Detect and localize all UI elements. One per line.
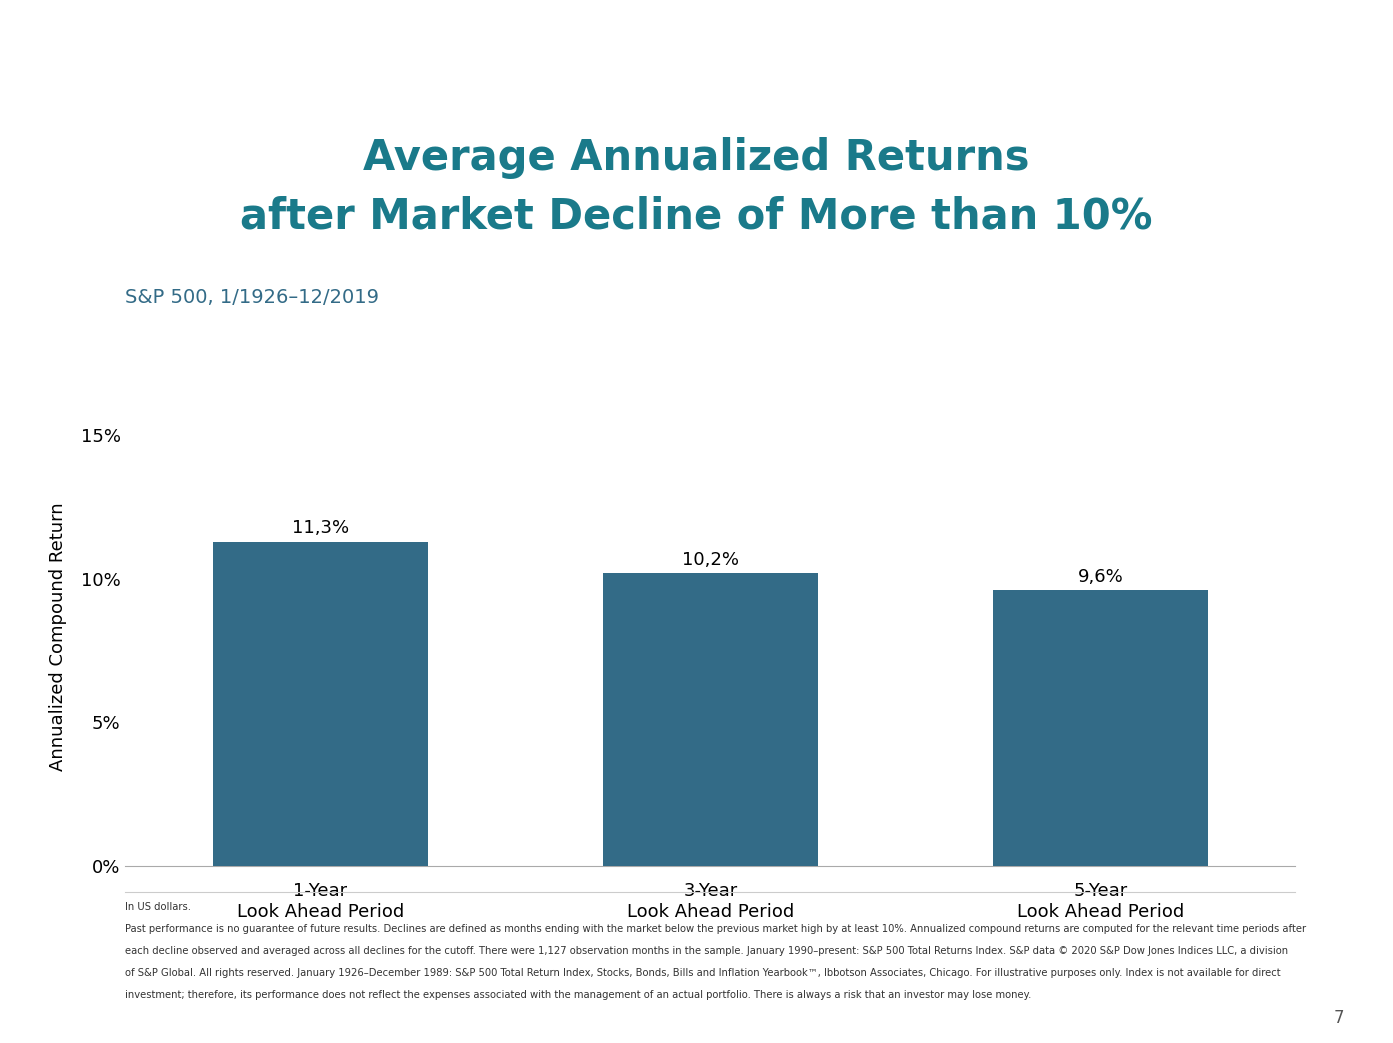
Text: 9,6%: 9,6%: [1078, 568, 1123, 586]
Text: each decline observed and averaged across all declines for the cutoff. There wer: each decline observed and averaged acros…: [125, 946, 1289, 956]
Text: Average Annualized Returns
after Market Decline of More than 10%: Average Annualized Returns after Market …: [240, 138, 1153, 238]
Text: Past performance is no guarantee of future results. Declines are defined as mont: Past performance is no guarantee of futu…: [125, 924, 1307, 935]
Text: 7: 7: [1333, 1010, 1344, 1027]
Text: In US dollars.: In US dollars.: [125, 902, 191, 913]
Bar: [993, 590, 1208, 866]
Text: 10,2%: 10,2%: [683, 551, 738, 568]
Text: investment; therefore, its performance does not reflect the expenses associated : investment; therefore, its performance d…: [125, 990, 1032, 1000]
Bar: [603, 574, 818, 866]
Bar: [213, 541, 428, 866]
Text: of S&P Global. All rights reserved. January 1926–December 1989: S&P 500 Total Re: of S&P Global. All rights reserved. Janu…: [125, 968, 1282, 978]
Text: 11,3%: 11,3%: [291, 519, 350, 537]
Text: S&P 500, 1/1926–12/2019: S&P 500, 1/1926–12/2019: [125, 288, 379, 307]
Y-axis label: Annualized Compound Return: Annualized Compound Return: [49, 502, 67, 771]
